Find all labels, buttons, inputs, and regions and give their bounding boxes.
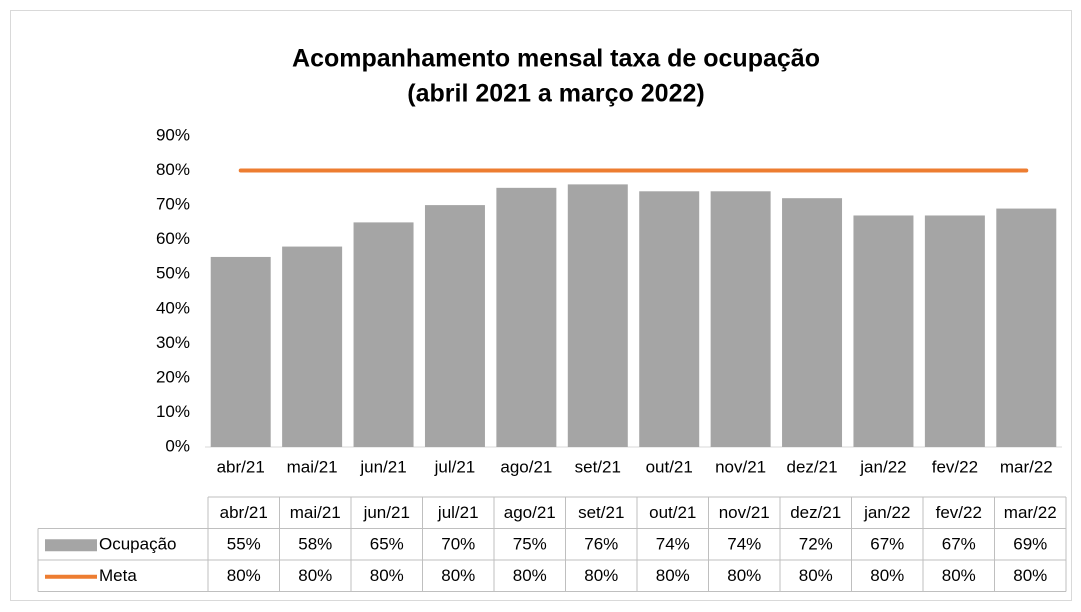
x-tick-label: jun/21 — [359, 457, 406, 476]
table-cell: 80% — [656, 566, 690, 585]
x-tick-label: fev/22 — [932, 457, 978, 476]
y-tick-label: 10% — [156, 402, 190, 421]
x-tick-label: dez/21 — [787, 457, 838, 476]
y-tick-label: 0% — [165, 436, 190, 455]
x-tick-label: mai/21 — [287, 457, 338, 476]
table-header: set/21 — [578, 503, 624, 522]
table-cell: 74% — [727, 535, 761, 554]
bar — [710, 191, 771, 447]
table-header: jul/21 — [437, 503, 479, 522]
bar — [782, 198, 843, 447]
y-tick-label: 40% — [156, 298, 190, 317]
bar — [853, 215, 914, 447]
table-header: abr/21 — [220, 503, 268, 522]
table-cell: 80% — [870, 566, 904, 585]
table-cell: 67% — [870, 535, 904, 554]
bar — [924, 215, 985, 447]
table-cell: 72% — [799, 535, 833, 554]
bar — [353, 222, 414, 447]
legend-label: Meta — [99, 566, 137, 585]
table-cell: 74% — [656, 535, 690, 554]
table-header: out/21 — [649, 503, 696, 522]
table-header: mar/22 — [1004, 503, 1057, 522]
bar — [210, 256, 271, 447]
y-tick-label: 50% — [156, 264, 190, 283]
table-cell: 80% — [298, 566, 332, 585]
y-tick-label: 70% — [156, 195, 190, 214]
table-cell: 75% — [513, 535, 547, 554]
table-header: nov/21 — [719, 503, 770, 522]
legend-label: Ocupação — [99, 535, 177, 554]
legend-swatch — [45, 539, 97, 552]
y-tick-label: 30% — [156, 333, 190, 352]
y-tick-label: 80% — [156, 160, 190, 179]
x-tick-label: out/21 — [646, 457, 693, 476]
bar — [996, 208, 1057, 447]
table-cell: 58% — [298, 535, 332, 554]
y-tick-label: 90% — [156, 125, 190, 144]
y-tick-label: 20% — [156, 367, 190, 386]
table-cell: 80% — [227, 566, 261, 585]
bar — [282, 246, 343, 447]
table-cell: 65% — [370, 535, 404, 554]
table-cell: 80% — [584, 566, 618, 585]
table-header: dez/21 — [790, 503, 841, 522]
table-header: fev/22 — [936, 503, 982, 522]
table-cell: 80% — [799, 566, 833, 585]
table-cell: 80% — [942, 566, 976, 585]
table-cell: 55% — [227, 535, 261, 554]
table-cell: 69% — [1013, 535, 1047, 554]
table-header: ago/21 — [504, 503, 556, 522]
bar — [639, 191, 700, 447]
table-header: jan/22 — [863, 503, 910, 522]
bar — [567, 184, 628, 447]
x-tick-label: mar/22 — [1000, 457, 1053, 476]
table-cell: 80% — [441, 566, 475, 585]
table-cell: 80% — [370, 566, 404, 585]
chart-subtitle: (abril 2021 a março 2022) — [407, 80, 704, 108]
table-cell: 80% — [513, 566, 547, 585]
x-tick-label: jan/22 — [859, 457, 906, 476]
bar — [424, 205, 485, 447]
table-cell: 67% — [942, 535, 976, 554]
table-header: jun/21 — [363, 503, 410, 522]
x-tick-label: nov/21 — [715, 457, 766, 476]
chart-title: Acompanhamento mensal taxa de ocupação — [292, 45, 820, 73]
table-cell: 70% — [441, 535, 475, 554]
x-tick-label: abr/21 — [217, 457, 265, 476]
x-tick-label: ago/21 — [500, 457, 552, 476]
table-header: mai/21 — [290, 503, 341, 522]
bar — [496, 187, 557, 448]
table-cell: 76% — [584, 535, 618, 554]
x-tick-label: jul/21 — [434, 457, 476, 476]
table-cell: 80% — [1013, 566, 1047, 585]
table-cell: 80% — [727, 566, 761, 585]
y-tick-label: 60% — [156, 229, 190, 248]
x-tick-label: set/21 — [575, 457, 621, 476]
